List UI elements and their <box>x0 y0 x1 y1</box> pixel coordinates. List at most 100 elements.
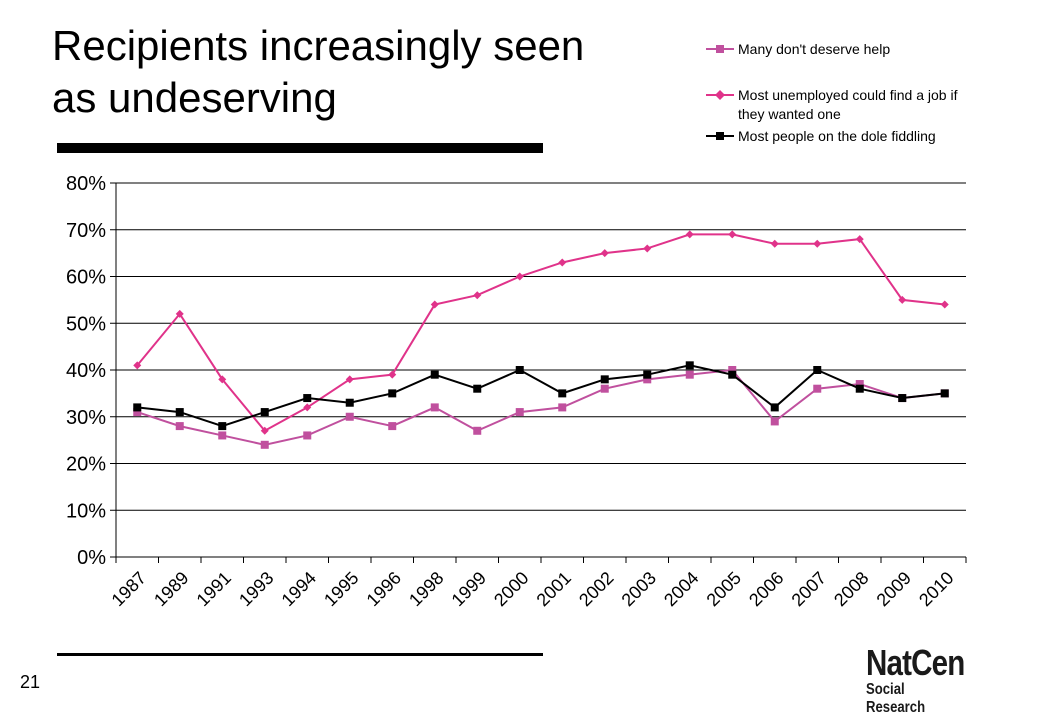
logo-wordmark: NatCen <box>866 642 965 683</box>
data-point <box>473 384 482 393</box>
y-tick-label: 30% <box>66 407 106 429</box>
x-tick-label: 1987 <box>108 568 150 610</box>
data-point <box>940 300 949 309</box>
logo-subtitle: Social Research <box>866 681 926 716</box>
x-tick-label: 2006 <box>745 568 787 610</box>
x-tick-label: 1994 <box>278 568 320 610</box>
x-tick-label: 2005 <box>703 568 745 610</box>
data-point <box>345 398 354 407</box>
data-point <box>813 239 822 248</box>
legend-entry-most-unemployed: Most unemployed could find a job if they… <box>706 87 958 122</box>
data-point <box>515 408 524 417</box>
y-tick-label: 60% <box>66 267 106 289</box>
title-underline <box>57 143 543 153</box>
data-point <box>260 440 269 449</box>
x-axis-ticks: 1987 1989 1991 1993 1994 1995 1996 1998 1999 2000… <box>108 557 967 610</box>
data-point <box>260 408 269 417</box>
x-tick-label: 2009 <box>873 568 915 610</box>
x-tick-label: 1995 <box>320 568 362 610</box>
x-tick-label: 2003 <box>618 568 660 610</box>
legend-label-most-unemployed-line2: they wanted one <box>738 106 841 122</box>
data-point <box>898 394 907 403</box>
data-point <box>728 366 737 374</box>
data-point <box>133 403 142 412</box>
data-point <box>133 408 142 417</box>
data-point <box>855 384 864 393</box>
x-tick-label: 1989 <box>150 568 192 610</box>
series-1 <box>133 230 949 435</box>
series-line <box>136 233 945 433</box>
x-tick-label: 1999 <box>448 568 490 610</box>
series-0 <box>133 366 949 449</box>
y-tick-label: 80% <box>66 173 106 195</box>
y-tick-label: 70% <box>66 220 106 242</box>
data-point <box>770 239 779 248</box>
data-point <box>558 389 567 398</box>
data-point <box>855 380 864 389</box>
chart-legend: Many don't deserve help Most unemployed … <box>706 41 958 144</box>
y-tick-label: 40% <box>66 360 106 382</box>
x-tick-label: 2001 <box>533 568 575 610</box>
legend-entry-many-dont-deserve: Many don't deserve help <box>706 41 890 57</box>
data-point <box>643 375 652 384</box>
data-point <box>643 370 652 379</box>
data-point <box>685 230 694 239</box>
data-point <box>643 244 652 253</box>
y-tick-label: 10% <box>66 500 106 522</box>
legend-label-most-unemployed-line1: Most unemployed could find a job if <box>738 87 958 103</box>
slide-number: 21 <box>20 672 41 692</box>
data-point <box>515 272 524 281</box>
data-point <box>133 361 142 370</box>
data-point <box>770 417 779 426</box>
data-point <box>345 375 354 384</box>
x-tick-label: 2000 <box>490 568 532 610</box>
x-tick-label: 2010 <box>915 568 957 610</box>
x-tick-label: 1991 <box>193 568 235 610</box>
data-point <box>940 389 949 398</box>
data-point <box>473 291 482 300</box>
data-point <box>728 370 737 379</box>
data-point <box>303 431 312 440</box>
data-point <box>430 300 439 309</box>
y-tick-label: 0% <box>77 547 106 569</box>
data-point <box>558 403 567 412</box>
x-tick-label: 2004 <box>660 568 702 610</box>
data-point <box>685 370 694 379</box>
x-tick-label: 1993 <box>235 568 277 610</box>
data-point <box>430 370 439 379</box>
data-point <box>855 235 864 244</box>
data-point <box>175 422 184 431</box>
data-point <box>388 389 397 398</box>
data-point <box>685 361 694 370</box>
x-tick-label: 1998 <box>405 568 447 610</box>
data-point <box>600 249 609 258</box>
footer-rule <box>57 653 543 656</box>
series-2 <box>133 361 949 431</box>
y-axis-ticks: 0% 10% 20% 30% 40% 50% 60% 70% 80% <box>66 173 116 569</box>
natcen-logo: NatCen Social Research <box>866 642 965 717</box>
data-point <box>388 370 397 379</box>
data-point <box>218 375 227 384</box>
legend-label-dole-fiddling: Most people on the dole fiddling <box>738 128 936 144</box>
slide-title: Recipients increasingly seen as undeserv… <box>52 20 652 124</box>
data-point <box>218 422 227 431</box>
data-point <box>600 384 609 393</box>
data-point <box>345 412 354 421</box>
data-point <box>515 366 524 374</box>
legend-label-many-dont-deserve: Many don't deserve help <box>738 41 890 57</box>
chart-series <box>133 230 949 449</box>
data-point <box>600 375 609 384</box>
data-point <box>175 408 184 417</box>
data-point <box>388 422 397 431</box>
data-point <box>473 426 482 435</box>
data-point <box>770 403 779 412</box>
data-point <box>898 295 907 304</box>
chart-gridlines <box>116 182 966 511</box>
data-point <box>728 230 737 239</box>
series-line <box>136 368 945 446</box>
data-point <box>260 426 269 435</box>
x-tick-label: 2002 <box>575 568 617 610</box>
data-point <box>303 394 312 403</box>
title-line-1: Recipients increasingly seen <box>52 22 585 69</box>
